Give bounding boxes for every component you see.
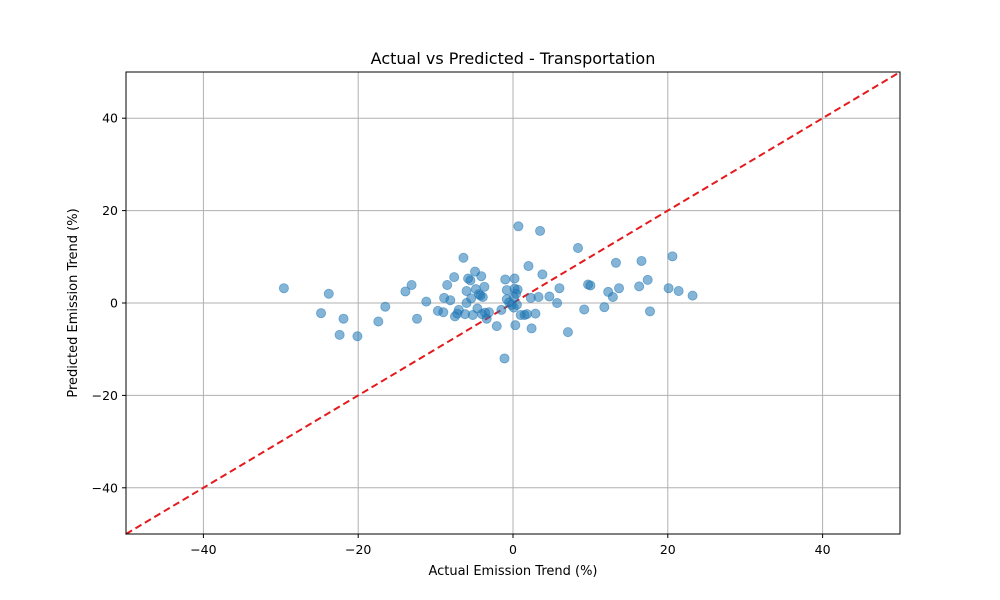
data-point	[610, 257, 621, 268]
data-point	[458, 252, 469, 263]
grid-lines	[126, 72, 900, 534]
data-point	[573, 243, 584, 254]
data-point	[636, 255, 647, 266]
data-point	[512, 284, 523, 295]
data-point	[554, 283, 565, 294]
data-point	[491, 321, 502, 332]
data-point	[449, 272, 460, 283]
data-point	[614, 283, 625, 294]
data-point	[466, 293, 477, 304]
data-point	[523, 261, 534, 272]
data-point	[496, 304, 507, 315]
data-point	[511, 299, 522, 310]
x-tick-label: 20	[660, 542, 676, 557]
data-point	[400, 286, 411, 297]
y-axis-ticks: −40 −20 0 20 40	[92, 111, 126, 495]
data-point	[438, 307, 449, 318]
y-tick-label: 0	[110, 296, 118, 311]
x-tick-label: −40	[190, 542, 216, 557]
data-point	[599, 302, 610, 313]
y-axis-label: Predicted Emission Trend (%)	[66, 208, 81, 397]
data-point	[634, 281, 645, 292]
x-tick-label: 0	[509, 542, 517, 557]
x-tick-label: −20	[345, 542, 371, 557]
data-point	[484, 307, 495, 318]
chart-title: Actual vs Predicted - Transportation	[371, 49, 656, 68]
data-point	[316, 308, 327, 319]
data-point	[644, 306, 655, 317]
data-point	[513, 221, 524, 232]
data-point	[499, 353, 510, 364]
data-point	[667, 251, 678, 262]
data-point	[607, 291, 618, 302]
data-point	[579, 304, 590, 315]
data-point	[552, 297, 563, 308]
data-point	[673, 285, 684, 296]
data-point	[585, 280, 596, 291]
data-point	[530, 308, 541, 319]
data-point	[526, 323, 537, 334]
y-tick-label: 40	[102, 111, 118, 126]
data-point	[412, 313, 423, 324]
data-point	[278, 283, 289, 294]
data-point	[510, 320, 521, 331]
data-point	[477, 291, 488, 302]
x-axis-label: Actual Emission Trend (%)	[428, 564, 597, 579]
data-point	[476, 271, 487, 282]
data-point	[380, 301, 391, 312]
data-point	[445, 295, 456, 306]
data-point	[642, 274, 653, 285]
y-tick-label: −40	[92, 480, 118, 495]
data-point	[562, 327, 573, 338]
y-tick-label: 20	[102, 203, 118, 218]
data-point	[442, 279, 453, 290]
data-point	[509, 273, 520, 284]
data-point	[461, 285, 472, 296]
data-point	[687, 290, 698, 301]
data-point	[334, 329, 345, 340]
data-point	[373, 316, 384, 327]
data-point	[323, 288, 334, 299]
data-point	[465, 275, 476, 286]
data-points	[278, 221, 698, 364]
data-point	[544, 291, 555, 302]
data-point	[500, 274, 511, 285]
data-point	[663, 283, 674, 294]
reference-line-identity	[125, 71, 901, 535]
data-point	[535, 225, 546, 236]
data-point	[421, 296, 432, 307]
data-point	[352, 331, 363, 342]
data-point	[521, 309, 532, 320]
y-tick-label: −20	[92, 388, 118, 403]
data-point	[537, 269, 548, 280]
data-point	[533, 291, 544, 302]
x-tick-label: 40	[815, 542, 831, 557]
data-point	[479, 281, 490, 292]
reference-line-layer	[125, 71, 901, 535]
data-point	[406, 279, 417, 290]
x-axis-ticks: −40 −20 0 20 40	[190, 534, 831, 557]
data-point	[338, 313, 349, 324]
